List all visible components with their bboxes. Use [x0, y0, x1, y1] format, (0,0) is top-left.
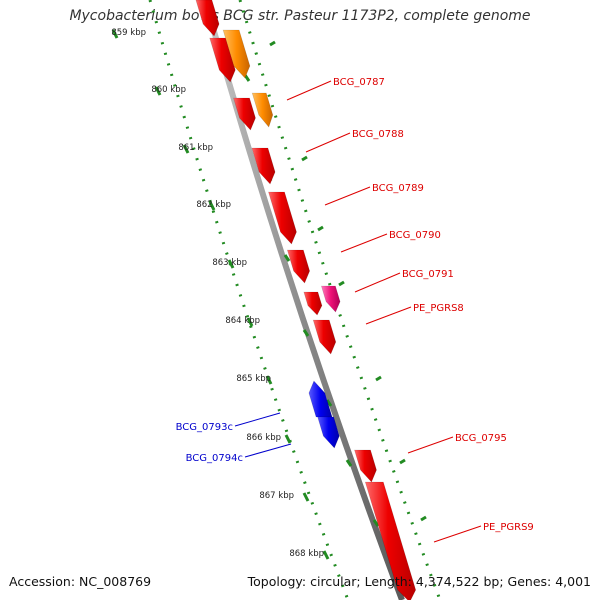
gene-label-forward[interactable]: BCG_0791 — [354, 269, 454, 293]
tick-label: 865 kbp — [236, 374, 271, 384]
tick-mark — [302, 329, 310, 337]
tick-mark — [301, 155, 308, 162]
scale-tick: 861 kbp — [178, 143, 213, 154]
tick-mark — [322, 550, 330, 560]
gene-label-reverse[interactable]: BCG_0794c — [186, 443, 292, 464]
tick-mark — [111, 29, 119, 39]
tick-label: 863 kbp — [212, 258, 247, 268]
gene-name: BCG_0795 — [455, 433, 507, 444]
tick-label: 866 kbp — [246, 433, 281, 443]
tick-label: 860 kbp — [151, 85, 186, 95]
tick-mark — [372, 519, 380, 527]
leader-line — [244, 443, 292, 458]
tick-mark — [345, 459, 353, 467]
gene-label-forward[interactable]: BCG_0787 — [286, 77, 385, 101]
tick-mark — [269, 40, 276, 47]
tick-mark — [227, 259, 235, 269]
gene-arrow[interactable] — [303, 291, 323, 316]
gene-name: BCG_0788 — [352, 129, 404, 140]
genome-summary: Topology: circular; Length: 4,374,522 bp… — [247, 574, 591, 589]
tick-mark — [182, 144, 190, 154]
gene-arrow[interactable] — [251, 147, 276, 185]
scale-tick: 863 kbp — [212, 258, 247, 269]
gene-arrow[interactable] — [364, 481, 417, 600]
accession-text: Accession: NC_008769 — [9, 574, 152, 589]
leader-line — [286, 80, 332, 101]
gene-name: BCG_0791 — [402, 269, 454, 280]
gene-arrow[interactable] — [317, 416, 340, 449]
gene-name: BCG_0787 — [333, 77, 385, 88]
leader-line — [365, 306, 412, 325]
leader-line — [433, 525, 482, 543]
scale-tick: 865 kbp — [236, 374, 273, 385]
gene-arrow[interactable] — [251, 92, 274, 128]
gene-arrow[interactable] — [222, 29, 251, 79]
scale-tick: 867 kbp — [259, 491, 310, 502]
gene-arrow[interactable] — [320, 285, 341, 313]
tick-mark — [208, 201, 216, 211]
gene-name: BCG_0794c — [186, 453, 243, 464]
gene-features — [195, 0, 417, 600]
gene-name: BCG_0790 — [389, 230, 441, 241]
tick-label: 867 kbp — [259, 491, 294, 501]
scale-ticks: 859 kbp 860 kbp 861 kbp 862 kbp 863 kbp 864 k… — [111, 28, 427, 560]
tick-mark — [283, 254, 291, 262]
gene-name: BCG_0789 — [372, 183, 424, 194]
tick-mark — [325, 399, 333, 407]
tick-mark — [420, 515, 427, 522]
tick-label: 861 kbp — [178, 143, 213, 153]
gene-name: PE_PGRS9 — [483, 522, 534, 533]
gene-label-forward[interactable]: PE_PGRS8 — [365, 303, 464, 325]
gene-label-forward[interactable]: BCG_0789 — [324, 183, 424, 206]
gene-arrow[interactable] — [312, 319, 337, 355]
tick-mark — [338, 280, 345, 287]
scale-tick: 864 kbp — [225, 316, 260, 327]
gene-label-forward[interactable]: PE_PGRS9 — [433, 522, 534, 543]
tick-mark — [284, 434, 292, 444]
tick-mark — [265, 375, 273, 385]
leader-line — [340, 233, 388, 253]
leader-line — [354, 272, 401, 293]
gene-arrow[interactable] — [268, 191, 297, 245]
gene-name: BCG_0793c — [176, 422, 233, 433]
gene-label-forward[interactable]: BCG_0788 — [305, 129, 404, 153]
scale-tick: 868 kbp — [289, 549, 330, 560]
gene-arrow[interactable] — [233, 97, 256, 131]
tick-label: 862 kbp — [196, 200, 231, 210]
gene-label-forward[interactable]: BCG_0795 — [407, 433, 507, 454]
map-title: Mycobacterium bovis BCG str. Pasteur 117… — [69, 8, 531, 24]
tick-mark — [399, 458, 406, 465]
gene-label-reverse[interactable]: BCG_0793c — [176, 412, 281, 433]
scale-tick: 860 kbp — [151, 85, 186, 96]
scale-track-inner — [148, 0, 350, 600]
gene-label-forward[interactable]: BCG_0790 — [340, 230, 441, 253]
leader-line — [305, 132, 351, 153]
scale-tick: 866 kbp — [246, 433, 292, 444]
leader-line — [234, 412, 281, 427]
gene-arrow[interactable] — [286, 249, 310, 284]
gene-arrow[interactable] — [195, 0, 220, 37]
scale-tick: 862 kbp — [196, 200, 231, 211]
tick-mark — [302, 492, 310, 502]
tick-label: 859 kbp — [111, 28, 146, 38]
tick-mark — [317, 225, 324, 232]
scale-track-outer — [238, 0, 442, 600]
tick-mark — [246, 317, 254, 327]
tick-label: 868 kbp — [289, 549, 324, 559]
gene-labels: BCG_0787 BCG_0788 BCG_0789 BCG_0790 BCG_0791… — [176, 77, 534, 543]
gene-arrow[interactable] — [354, 449, 377, 483]
gene-name: PE_PGRS8 — [413, 303, 464, 314]
leader-line — [407, 436, 454, 454]
genome-backbone — [202, 0, 405, 600]
tick-mark — [154, 86, 162, 96]
tick-mark — [375, 375, 382, 382]
tick-label: 864 kbp — [225, 316, 260, 326]
leader-line — [324, 186, 371, 206]
scale-tick: 859 kbp — [111, 28, 146, 39]
